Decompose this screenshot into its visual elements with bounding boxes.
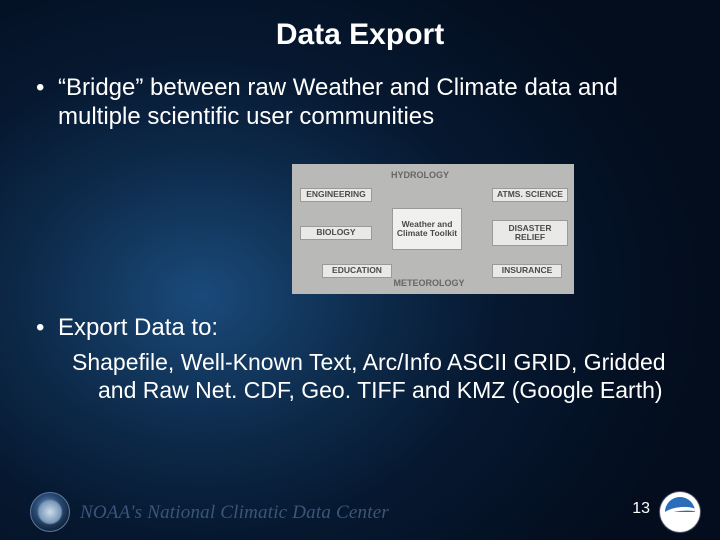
diagram-top-label: HYDROLOGY [385,168,455,184]
page-number: 13 [632,500,650,518]
diagram-node-atms-science: ATMS. SCIENCE [492,188,568,202]
doc-seal-icon [30,492,70,532]
bullet-bridge: • “Bridge” between raw Weather and Clima… [30,74,690,132]
diagram-node-disaster-relief: DISASTER RELIEF [492,220,568,246]
diagram-bottom-label: METEOROLOGY [384,277,474,291]
diagram-node-center: Weather and Climate Toolkit [392,208,462,250]
noaa-logo-icon [660,492,700,532]
diagram-node-insurance: INSURANCE [492,264,562,278]
slide: Data Export • “Bridge” between raw Weath… [0,0,720,540]
bullet-export: • Export Data to: Shapefile, Well-Known … [30,314,690,404]
footer-org-text: NOAA's National Climatic Data Center [80,502,389,524]
diagram-node-engineering: ENGINEERING [300,188,372,202]
bullet-marker: • [30,74,58,132]
bullet-bridge-text: “Bridge” between raw Weather and Climate… [58,74,690,132]
bullet-export-text: Export Data to: [58,314,218,342]
bullet-marker: • [30,314,58,342]
diagram-node-education: EDUCATION [322,264,392,278]
diagram-node-biology: BIOLOGY [300,226,372,240]
slide-footer: NOAA's National Climatic Data Center 13 [0,486,720,534]
communities-diagram: HYDROLOGY ENGINEERING ATMS. SCIENCE BIOL… [292,164,574,294]
slide-title: Data Export [30,18,690,52]
export-formats-text: Shapefile, Well-Known Text, Arc/Info ASC… [72,348,690,404]
